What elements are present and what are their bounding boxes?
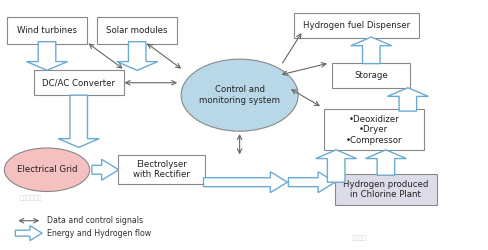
FancyBboxPatch shape <box>334 174 436 205</box>
Text: Control and
monitoring system: Control and monitoring system <box>199 86 280 105</box>
FancyBboxPatch shape <box>97 18 177 44</box>
Text: Energy and Hydrogen flow: Energy and Hydrogen flow <box>47 229 151 238</box>
Text: Electrical Grid: Electrical Grid <box>17 165 77 174</box>
Polygon shape <box>92 159 119 180</box>
Text: Hydrogen produced
in Chlorine Plant: Hydrogen produced in Chlorine Plant <box>343 180 427 199</box>
Text: Storage: Storage <box>354 71 387 80</box>
Polygon shape <box>117 42 158 70</box>
Polygon shape <box>203 172 287 192</box>
Polygon shape <box>15 226 42 240</box>
Polygon shape <box>58 95 99 147</box>
FancyBboxPatch shape <box>118 156 205 184</box>
Ellipse shape <box>4 148 89 192</box>
Text: Hydrogen fuel Dispenser: Hydrogen fuel Dispenser <box>303 21 409 30</box>
FancyBboxPatch shape <box>323 110 423 150</box>
Polygon shape <box>350 37 391 64</box>
Text: 氢能浸渗: 氢能浸渗 <box>351 235 366 241</box>
FancyBboxPatch shape <box>294 13 418 38</box>
Polygon shape <box>288 172 334 192</box>
Text: •Deoxidizer
•Dryer
•Compressor: •Deoxidizer •Dryer •Compressor <box>345 115 401 145</box>
Ellipse shape <box>181 59 298 131</box>
Text: Solar modules: Solar modules <box>106 26 168 35</box>
Text: DC/AC Converter: DC/AC Converter <box>42 78 115 87</box>
Text: Electrolyser
with Rectifier: Electrolyser with Rectifier <box>133 160 190 180</box>
Text: Data and control signals: Data and control signals <box>47 216 143 225</box>
FancyBboxPatch shape <box>331 63 409 88</box>
FancyBboxPatch shape <box>34 70 123 95</box>
FancyBboxPatch shape <box>7 18 87 44</box>
Polygon shape <box>315 150 356 182</box>
Polygon shape <box>26 42 67 70</box>
Polygon shape <box>365 150 406 175</box>
Text: 艾邦氢科技网: 艾邦氢科技网 <box>20 195 42 200</box>
Polygon shape <box>386 88 427 111</box>
Text: Wind turbines: Wind turbines <box>17 26 77 35</box>
